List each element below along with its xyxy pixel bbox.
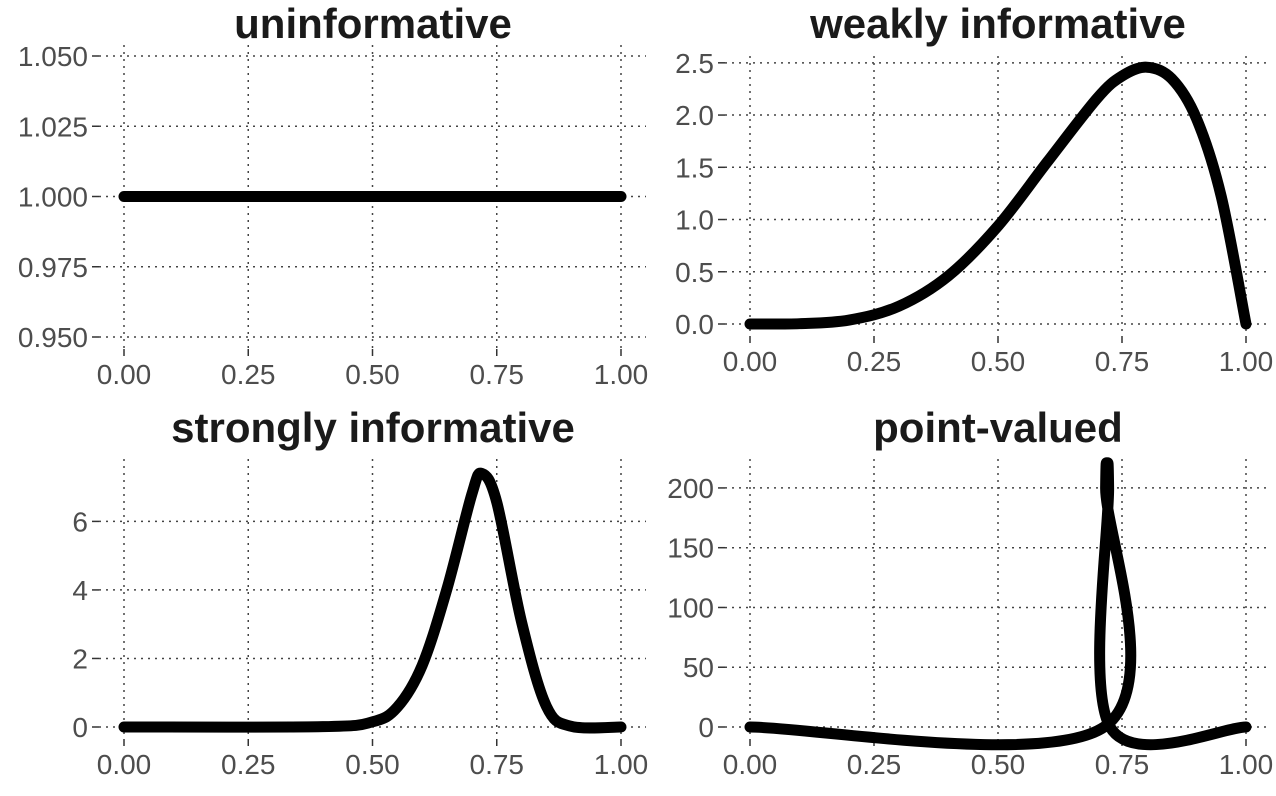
x-tick-label: 1.00 xyxy=(594,359,649,390)
density-curve xyxy=(744,457,1252,751)
panel-title: point-valued xyxy=(873,404,1123,451)
x-tick-label: 0.75 xyxy=(470,749,525,780)
y-tick-label: 1.025 xyxy=(18,111,88,142)
y-tick-label: 2.0 xyxy=(675,100,714,131)
y-tick-label: 4 xyxy=(72,575,88,606)
x-tick-label: 0.00 xyxy=(723,749,778,780)
y-tick-label: 0.950 xyxy=(18,322,88,353)
y-tick-label: 0.0 xyxy=(675,309,714,340)
panel-weakly-informative: weakly informative 0.00 0.25 0.50 0.75 1.00 0.… xyxy=(675,0,1273,377)
y-tick-label: 50 xyxy=(683,652,714,683)
x-tick-label: 0.25 xyxy=(221,359,276,390)
y-tick-label: 2 xyxy=(72,643,88,674)
panel-point-valued: point-valued 0.00 0.25 0.50 0.75 1.00 0 50 100 15… xyxy=(667,404,1273,780)
x-tick-label: 0.00 xyxy=(97,749,152,780)
x-tick-label: 0.75 xyxy=(1095,346,1150,377)
y-tick-label: 6 xyxy=(72,506,88,537)
y-tick-label: 1.0 xyxy=(675,205,714,236)
panel-title: strongly informative xyxy=(171,404,575,451)
y-tick-label: 200 xyxy=(667,473,714,504)
x-tick-label: 0.25 xyxy=(847,346,902,377)
x-tick-label: 0.25 xyxy=(847,749,902,780)
y-tick-label: 100 xyxy=(667,592,714,623)
y-tick-label: 1.000 xyxy=(18,182,88,213)
y-tick-label: 1.050 xyxy=(18,41,88,72)
x-tick-label: 0.00 xyxy=(723,346,778,377)
x-tick-label: 0.25 xyxy=(221,749,276,780)
y-tick-label: 1.5 xyxy=(675,152,714,183)
y-tick-label: 0 xyxy=(698,712,714,743)
x-tick-label: 0.50 xyxy=(345,749,400,780)
panel-title: uninformative xyxy=(234,0,512,47)
x-tick-label: 1.00 xyxy=(594,749,649,780)
y-tick-label: 0.5 xyxy=(675,257,714,288)
x-tick-label: 0.00 xyxy=(97,359,152,390)
density-curve xyxy=(118,467,627,734)
y-tick-label: 0.975 xyxy=(18,252,88,283)
panel-title: weakly informative xyxy=(809,0,1186,47)
x-tick-label: 0.50 xyxy=(971,346,1026,377)
x-tick-label: 0.50 xyxy=(345,359,400,390)
y-tick-label: 150 xyxy=(667,533,714,564)
x-tick-label: 1.00 xyxy=(1219,346,1274,377)
x-tick-label: 0.75 xyxy=(1095,749,1150,780)
panel-strongly-informative: strongly informative 0.00 0.25 0.50 0.75 1.00… xyxy=(72,404,648,780)
y-tick-label: 0 xyxy=(72,712,88,743)
y-tick-label: 2.5 xyxy=(675,48,714,79)
x-tick-label: 0.50 xyxy=(971,749,1026,780)
density-curve xyxy=(744,61,1252,330)
x-tick-label: 1.00 xyxy=(1219,749,1274,780)
x-tick-label: 0.75 xyxy=(470,359,525,390)
panel-uninformative: uninformative 0.00 0.25 0.50 0.75 1.00 0.950 0.… xyxy=(18,0,648,390)
